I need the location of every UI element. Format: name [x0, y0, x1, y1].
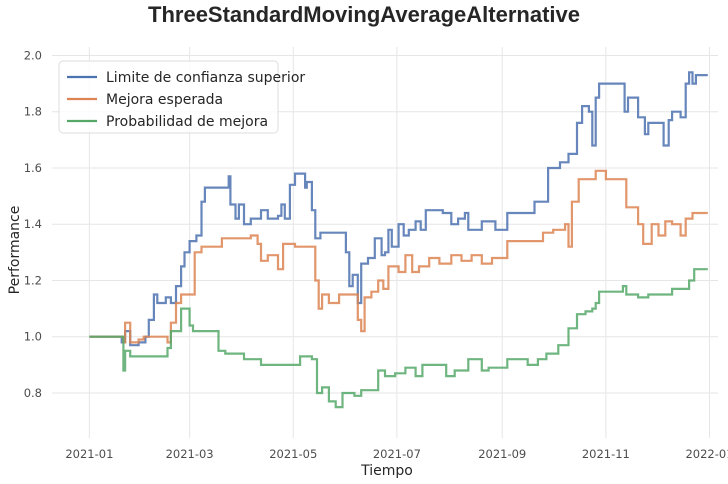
- legend-label: Limite de confianza superior: [106, 70, 305, 86]
- series-line-1: [89, 169, 708, 344]
- series-lines: [89, 71, 708, 409]
- x-tick-label: 2021-11: [582, 447, 630, 461]
- y-tick-label: 2.0: [24, 48, 42, 62]
- y-tick-label: 1.8: [24, 105, 42, 119]
- x-tick-label: 2021-09: [478, 447, 526, 461]
- legend: Limite de confianza superior Mejora esper…: [58, 60, 305, 134]
- series-line-2: [89, 268, 708, 409]
- legend-label: Probabilidad de mejora: [106, 114, 268, 130]
- x-tick-label: 2021-05: [269, 447, 317, 461]
- legend-box: [58, 60, 279, 134]
- x-tick-label: 2021-03: [166, 447, 214, 461]
- x-axis: 2021-01 2021-03 2021-05 2021-07 2021-09 2021-…: [65, 447, 728, 461]
- y-tick-label: 1.0: [24, 330, 42, 344]
- y-tick-label: 1.2: [24, 273, 42, 287]
- x-axis-label: Tiempo: [360, 463, 413, 479]
- x-tick-label: 2021-01: [65, 447, 113, 461]
- y-tick-label: 0.8: [24, 386, 42, 400]
- y-tick-label: 1.6: [24, 161, 42, 175]
- y-axis: 0.8 1.0 1.2 1.4 1.6 1.8 2.0: [24, 48, 42, 400]
- y-tick-label: 1.4: [24, 217, 42, 231]
- x-tick-label: 2022-01: [685, 447, 728, 461]
- x-tick-label: 2021-07: [373, 447, 421, 461]
- legend-label: Mejora esperada: [106, 92, 223, 108]
- series-line-0: [89, 71, 708, 347]
- chart-title: ThreeStandardMovingAverageAlternative: [148, 2, 580, 27]
- y-axis-label: Performance: [7, 206, 23, 295]
